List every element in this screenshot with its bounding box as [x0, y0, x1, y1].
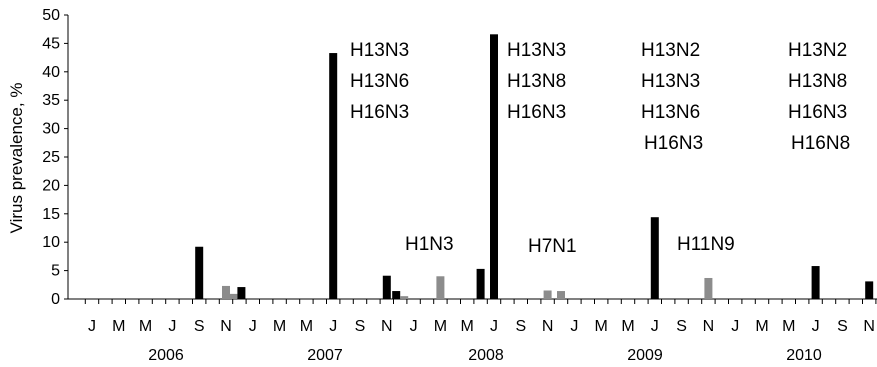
subtype-annotation: H11N9 [677, 234, 735, 255]
x-tick-label: N [542, 318, 554, 335]
annotations: H13N3 H13N6 H16N3 H13N3 H13N8 H16N3 H13N2 H13N3… [350, 40, 850, 257]
bars [195, 34, 874, 299]
year-label: 2007 [307, 347, 343, 364]
bar-gray-12 [557, 291, 565, 299]
year-label: 2010 [786, 347, 822, 364]
x-tick-label: N [381, 318, 393, 335]
x-tick-label: M [112, 318, 125, 335]
bar-black-3 [237, 287, 246, 299]
bar-gray-11 [543, 290, 552, 299]
bar-black-10 [490, 34, 498, 299]
x-tick-label: J [812, 318, 820, 335]
subtype-annotation: H13N2 [788, 40, 847, 61]
x-tick-label: N [863, 318, 875, 335]
subtype-annotation: H16N3 [644, 133, 703, 154]
x-tick-label: J [88, 318, 96, 335]
x-tick-label: J [410, 318, 418, 335]
y-tick-label: 0 [51, 291, 60, 308]
y-tick-label: 10 [42, 234, 60, 251]
x-tick-label: J [329, 318, 337, 335]
x-tick-label: M [621, 318, 634, 335]
x-tick-label: M [782, 318, 795, 335]
bar-black-13 [650, 217, 659, 299]
y-tick-label: 20 [42, 177, 60, 194]
x-tick-label: S [355, 318, 366, 335]
bar-black-5 [382, 275, 391, 299]
year-label: 2006 [148, 347, 184, 364]
y-tick-label: 45 [42, 35, 60, 52]
x-tick-label: S [194, 318, 205, 335]
bar-gray-2 [229, 293, 238, 299]
x-tick-label: J [490, 318, 498, 335]
bar-gray-14 [704, 277, 713, 299]
x-tick-label: J [651, 318, 659, 335]
subtype-annotation: H13N8 [788, 71, 847, 92]
year-label: 2009 [627, 347, 663, 364]
x-tick-label: S [515, 318, 526, 335]
x-tick-label: S [837, 318, 848, 335]
y-tick-label: 25 [42, 149, 60, 166]
bar-black-6 [392, 291, 401, 299]
x-tick-label: J [249, 318, 257, 335]
x-tick-label: N [220, 318, 232, 335]
subtype-annotation: H13N3 [507, 40, 566, 61]
y-tick-label: 50 [42, 7, 60, 24]
bar-gray-7 [400, 296, 409, 299]
x-tick-label: J [570, 318, 578, 335]
subtype-annotation: H16N3 [788, 102, 847, 123]
bar-black-15 [811, 266, 820, 299]
x-tick-label: M [461, 318, 474, 335]
subtype-annotation: H13N3 [641, 71, 700, 92]
y-tick-label: 15 [42, 206, 60, 223]
x-tick-label: M [595, 318, 608, 335]
subtype-annotation: H16N8 [791, 133, 850, 154]
y-axis-label: Virus prevalence, % [7, 83, 26, 234]
subtype-annotation: H13N8 [507, 71, 566, 92]
x-tick-label: S [676, 318, 687, 335]
bar-gray-8 [436, 276, 445, 299]
x-tick-label: M [755, 318, 768, 335]
x-tick-label: M [139, 318, 152, 335]
y-tick-label: 40 [42, 64, 60, 81]
bar-black-9 [476, 268, 485, 299]
axes [67, 15, 877, 300]
y-ticks: 0 5 10 15 20 25 30 35 40 45 50 [42, 7, 68, 308]
y-tick-label: 35 [42, 92, 60, 109]
subtype-annotation: H13N6 [641, 102, 700, 123]
subtype-annotation: H16N3 [507, 102, 566, 123]
year-labels: 2006 2007 2008 2009 2010 [148, 347, 822, 364]
bar-black-16 [865, 281, 874, 299]
x-tick-label: J [731, 318, 739, 335]
subtype-annotation: H13N6 [350, 71, 409, 92]
y-tick-label: 30 [42, 121, 60, 138]
x-tick-label: M [300, 318, 313, 335]
year-label: 2008 [468, 347, 504, 364]
subtype-annotation: H16N3 [350, 102, 409, 123]
subtype-annotation: H1N3 [405, 234, 454, 255]
bar-black-0 [195, 246, 204, 299]
subtype-annotation: H7N1 [528, 236, 577, 257]
subtype-annotation: H13N2 [641, 40, 700, 61]
x-tick-label: J [168, 318, 176, 335]
bar-black-4 [329, 53, 338, 299]
x-tick-label: M [434, 318, 447, 335]
y-tick-label: 5 [51, 263, 60, 280]
bar-gray-1 [222, 285, 230, 299]
x-tick-label: N [703, 318, 715, 335]
subtype-annotation: H13N3 [350, 40, 409, 61]
x-tick-label: M [273, 318, 286, 335]
